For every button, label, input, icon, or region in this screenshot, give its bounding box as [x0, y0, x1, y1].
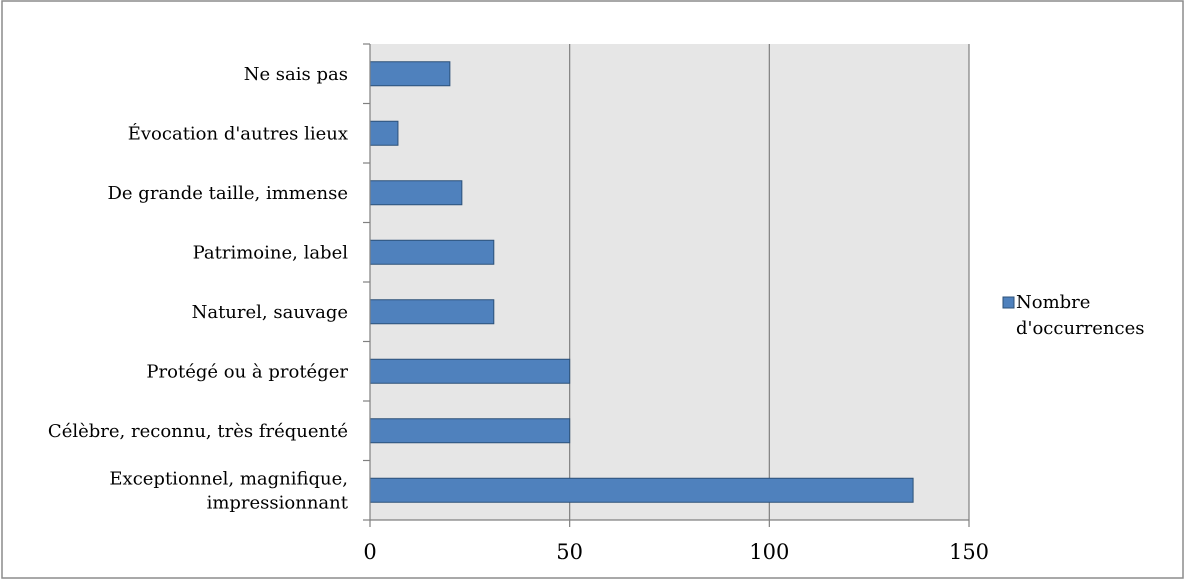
x-tick-labels: 0 50 100 150	[363, 540, 989, 564]
bar	[369, 120, 399, 146]
category-label: Exceptionnel, magnifique,	[109, 468, 348, 489]
legend: Nombre d'occurrences	[1002, 292, 1145, 339]
bars	[369, 61, 914, 503]
category-label: Célèbre, reconnu, très fréquenté	[48, 421, 348, 442]
bar	[369, 358, 571, 384]
legend-swatch	[1002, 296, 1015, 309]
category-labels: Exceptionnel, magnifique, impressionnant C…	[48, 64, 349, 514]
plot-area	[370, 44, 969, 520]
x-tick-label: 50	[556, 540, 583, 564]
category-label: Protégé ou à protéger	[146, 361, 348, 382]
bar	[369, 477, 914, 503]
category-label: Ne sais pas	[244, 64, 348, 85]
x-tick-label: 0	[363, 540, 376, 564]
bar	[369, 239, 495, 265]
bar	[369, 180, 463, 206]
x-tick-label: 100	[749, 540, 789, 564]
category-label: Patrimoine, label	[193, 242, 349, 263]
x-tick-label: 150	[949, 540, 989, 564]
category-label: Évocation d'autres lieux	[128, 121, 348, 144]
bar	[369, 299, 495, 325]
category-label: impressionnant	[207, 492, 349, 513]
bar	[369, 418, 571, 444]
axes	[363, 43, 970, 527]
bar	[369, 61, 451, 87]
legend-label: d'occurrences	[1016, 318, 1145, 339]
category-label: De grande taille, immense	[107, 183, 348, 204]
legend-label: Nombre	[1016, 292, 1090, 313]
category-label: Naturel, sauvage	[192, 302, 348, 323]
